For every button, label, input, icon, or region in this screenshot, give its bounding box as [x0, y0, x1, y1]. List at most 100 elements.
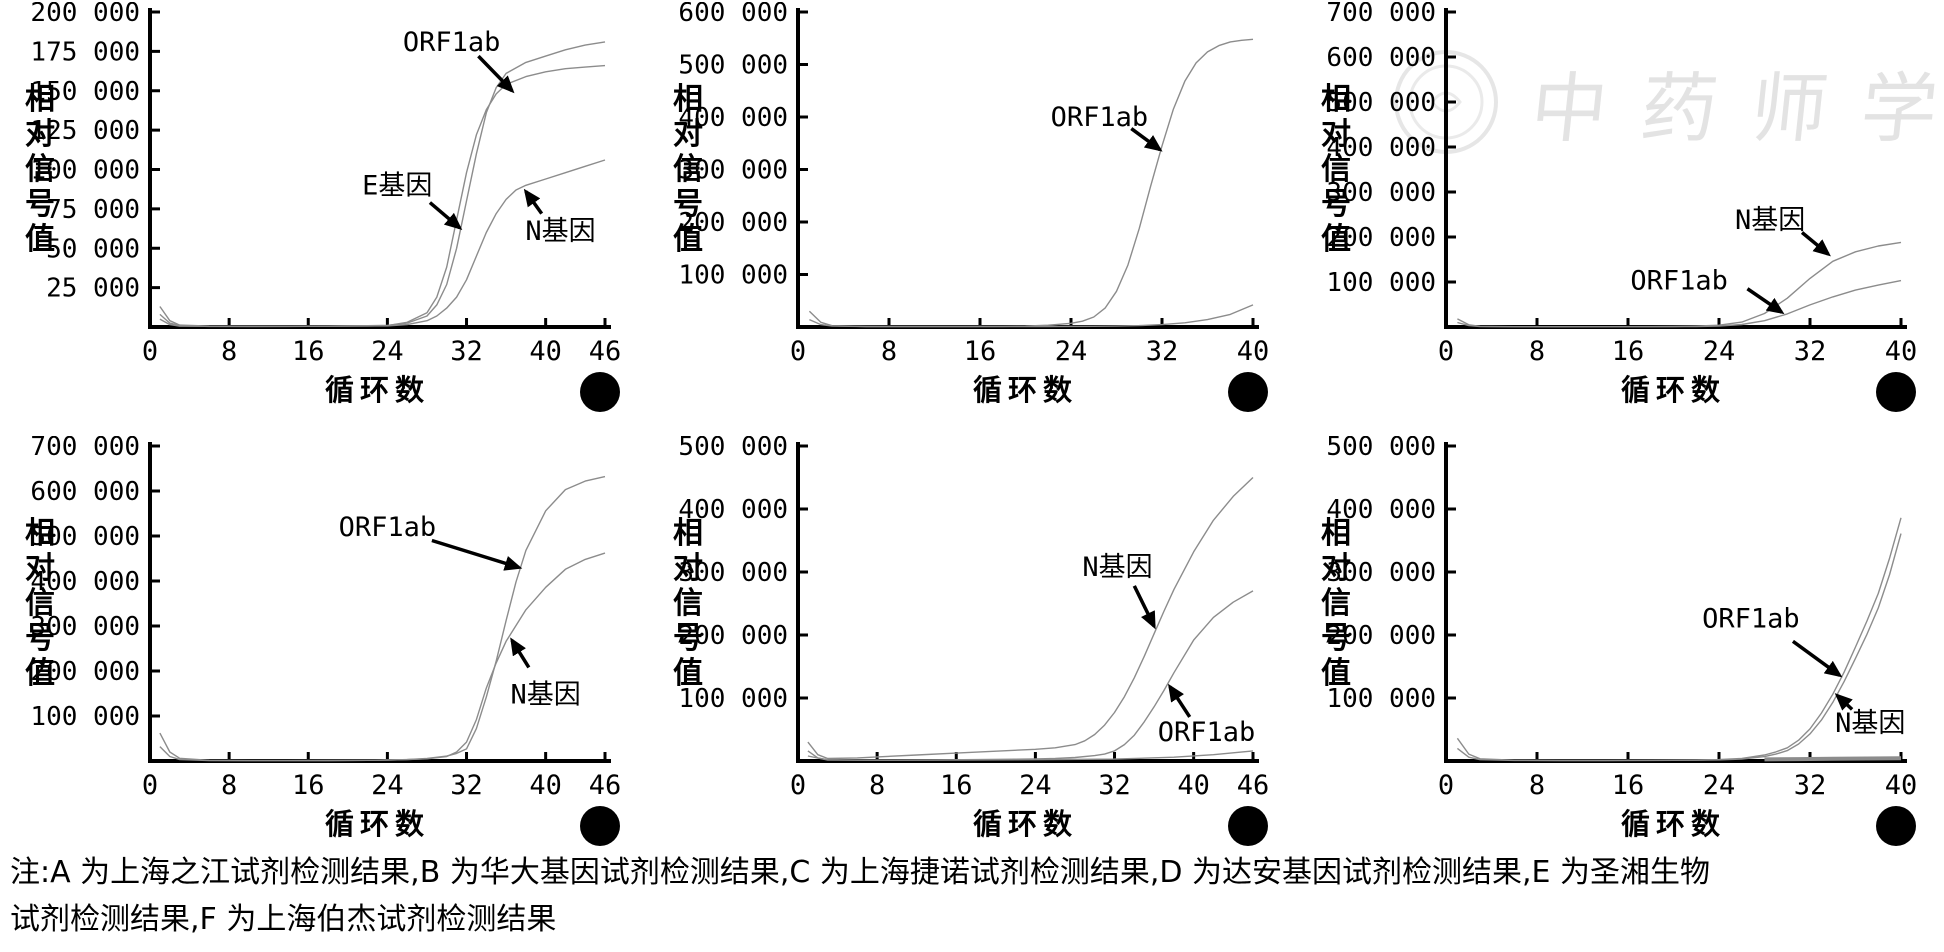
x-axis-title: 循环数: [1621, 807, 1726, 841]
x-tick-label: 16: [964, 336, 997, 367]
x-tick-label: 46: [589, 336, 622, 367]
y-tick-label: 300 000: [678, 156, 788, 186]
annotation-label: N基因: [1082, 552, 1152, 583]
y-axis-title: 相对信号值: [667, 516, 702, 692]
x-tick-label: 46: [589, 770, 622, 801]
annotation-label: N基因: [1735, 205, 1805, 236]
annotation-arrow: [431, 538, 523, 571]
x-tick-label: 16: [1612, 770, 1645, 801]
y-tick-label: 200 000: [678, 621, 788, 651]
annotation-arrow: [1746, 287, 1785, 315]
chart-panel-A: 相对信号值 25 000 50 000 75 000 100 000 125 000 150…: [0, 0, 648, 420]
chart-panel-F: 相对信号值 100 000 200 000 300 000 400 000 500 000…: [1296, 432, 1944, 854]
chart-grid: 相对信号值 25 000 50 000 75 000 100 000 125 000 150…: [0, 0, 1944, 854]
panel-badge: [1876, 372, 1916, 412]
curve-N基因: [1456, 533, 1902, 762]
y-tick-label: 500 000: [678, 51, 788, 81]
x-tick-label: 40: [1237, 336, 1270, 367]
curve-N基因: [807, 476, 1254, 760]
y-tick-label: 100 000: [678, 261, 788, 291]
x-axis-title: 循环数: [1621, 373, 1726, 407]
y-tick-label: 175 000: [30, 37, 140, 67]
panel-badge-letter: F: [1886, 810, 1905, 843]
y-tick-label: 200 000: [678, 208, 788, 238]
x-tick-label: 40: [1885, 770, 1918, 801]
x-axis-title: 循环数: [973, 373, 1078, 407]
x-tick-label: 46: [1237, 770, 1270, 801]
figure-note-line-1: 注:A 为上海之江试剂检测结果,B 为华大基因试剂检测结果,C 为上海捷诺试剂检…: [10, 855, 1711, 890]
y-tick-label: 100 000: [1326, 268, 1436, 298]
x-tick-label: 24: [1019, 770, 1052, 801]
y-tick-label: 200 000: [1326, 223, 1436, 253]
curve-N基因: [159, 159, 606, 328]
x-tick-label: 8: [1529, 770, 1545, 801]
x-tick-label: 8: [221, 770, 237, 801]
curve-ORF1ab: [808, 38, 1254, 328]
panel-badge-letter: A: [589, 376, 611, 409]
y-axis-title: 相对信号值: [1315, 82, 1350, 258]
y-tick-label: 300 000: [1326, 558, 1436, 588]
annotation-arrow: [428, 201, 463, 231]
y-tick-label: 150 000: [30, 77, 140, 107]
annotation-label: ORF1ab: [1630, 266, 1728, 297]
annotation-arrow: [1132, 585, 1156, 630]
y-tick-label: 200 000: [30, 2, 140, 28]
y-tick-label: 100 000: [678, 684, 788, 714]
y-tick-label: 500 000: [30, 522, 140, 552]
chart-canvas-B: 100 000 200 000 300 000 400 000 500 000 600 0…: [678, 0, 1270, 412]
x-tick-label: 8: [881, 336, 897, 367]
x-tick-label: 0: [142, 770, 158, 801]
y-tick-label: 200 000: [1326, 621, 1436, 651]
chart-canvas-D: 100 000 200 000 300 000 400 000 500 000 600 0…: [30, 432, 622, 846]
x-tick-label: 32: [1794, 336, 1827, 367]
curve-unlabeled: [1764, 756, 1902, 762]
panel-badge: [580, 372, 620, 412]
y-tick-label: 75 000: [46, 195, 140, 225]
x-tick-label: 32: [1146, 336, 1179, 367]
annotation-arrow: [1800, 231, 1831, 257]
panel-badge: [1228, 372, 1268, 412]
x-tick-label: 32: [1794, 770, 1827, 801]
x-tick-label: 40: [529, 336, 562, 367]
y-tick-label: 300 000: [30, 612, 140, 642]
x-tick-label: 32: [1098, 770, 1131, 801]
annotation-arrow: [477, 54, 515, 94]
x-tick-label: 40: [1885, 336, 1918, 367]
chart-panel-D: 相对信号值 100 000 200 000 300 000 400 000 500 000…: [0, 432, 648, 854]
x-tick-label: 24: [371, 770, 404, 801]
annotation-label: E基因: [362, 170, 432, 201]
x-tick-label: 8: [221, 336, 237, 367]
x-tick-label: 0: [1438, 336, 1454, 367]
y-tick-label: 400 000: [678, 103, 788, 133]
y-axis-title: 相对信号值: [1315, 516, 1350, 692]
figure-note-line-2: 试剂检测结果,F 为上海伯杰试剂检测结果: [10, 901, 557, 937]
panel-badge: [1228, 806, 1268, 846]
annotation-arrow: [1834, 693, 1854, 711]
x-tick-label: 24: [1703, 336, 1736, 367]
panel-badge: [580, 806, 620, 846]
x-tick-label: 16: [940, 770, 973, 801]
y-axis-title: 相对信号值: [667, 82, 702, 258]
y-tick-label: 400 000: [1326, 133, 1436, 163]
panel-badge-letter: C: [1886, 376, 1907, 409]
annotation-label: ORF1ab: [339, 512, 437, 543]
x-tick-label: 40: [529, 770, 562, 801]
annotation-label: ORF1ab: [403, 27, 501, 58]
x-tick-label: 40: [1177, 770, 1210, 801]
x-tick-label: 0: [142, 336, 158, 367]
curve-ORF1ab: [1457, 279, 1902, 328]
x-tick-label: 24: [1055, 336, 1088, 367]
y-tick-label: 600 000: [1326, 43, 1436, 73]
y-tick-label: 400 000: [678, 495, 788, 525]
panel-badge-letter: B: [1237, 376, 1258, 409]
curve-unlabeled: [807, 750, 1254, 761]
y-axis-title: 相对信号值: [19, 82, 54, 258]
panel-badge-letter: E: [1238, 810, 1257, 843]
y-tick-label: 600 000: [678, 2, 788, 28]
x-tick-label: 0: [1438, 770, 1454, 801]
curve-unlabeled: [809, 304, 1254, 328]
annotation-label: N基因: [511, 679, 581, 710]
y-tick-label: 200 000: [30, 657, 140, 687]
annotation-arrow: [1130, 127, 1163, 152]
